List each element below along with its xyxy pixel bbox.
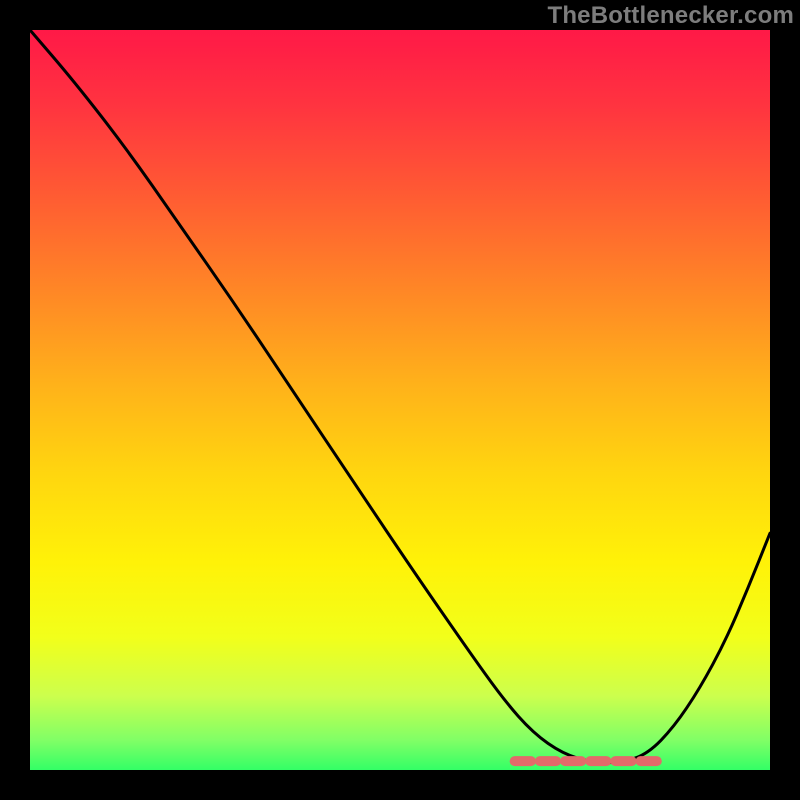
- watermark-text: TheBottlenecker.com: [547, 2, 794, 30]
- bottleneck-chart: [0, 0, 800, 800]
- gradient-plot-area: [30, 30, 770, 770]
